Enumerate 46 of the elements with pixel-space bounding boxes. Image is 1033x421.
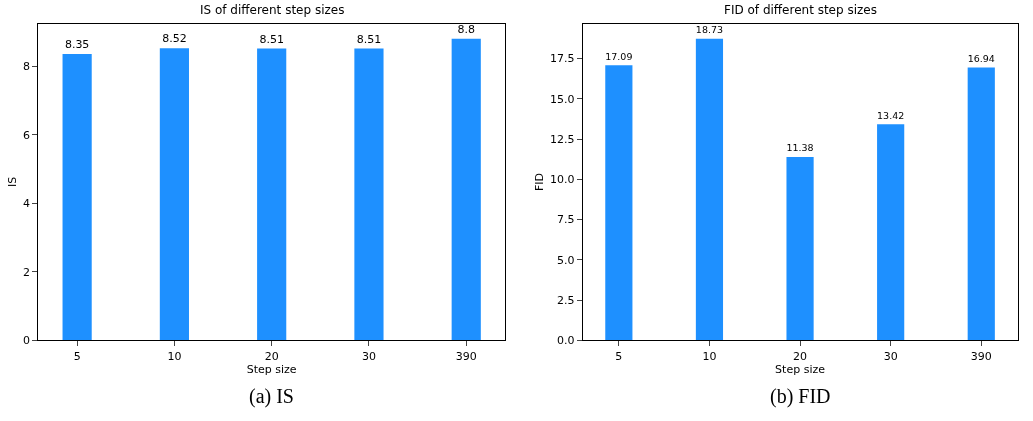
y-tick-label: 12.5 bbox=[549, 132, 575, 146]
x-tick-label: 390 bbox=[455, 349, 477, 363]
y-tick-label: 5.0 bbox=[556, 253, 575, 267]
data-label: 8.51 bbox=[356, 32, 382, 46]
data-label: 16.94 bbox=[967, 52, 995, 64]
bar bbox=[605, 65, 633, 341]
y-tick-label: 7.5 bbox=[556, 213, 575, 227]
text: (a) IS bbox=[249, 385, 294, 408]
data-label: 8.51 bbox=[259, 32, 284, 46]
y-tick-label: 0 bbox=[23, 334, 31, 348]
y-tick-label: 15.0 bbox=[549, 92, 575, 106]
x-tick-label: 10 bbox=[167, 349, 182, 363]
x-tick-label: 5 bbox=[73, 349, 81, 363]
x-axis-title: Step size bbox=[775, 362, 826, 376]
y-tick-label: 4 bbox=[23, 197, 31, 211]
x-tick-label: 20 bbox=[793, 349, 808, 363]
data-label: 8.35 bbox=[64, 38, 90, 52]
y-tick-label: 10.0 bbox=[549, 173, 575, 187]
data-label: 17.09 bbox=[605, 50, 633, 62]
data-label: 8.52 bbox=[162, 32, 187, 46]
chart-title: IS of different step sizes bbox=[200, 3, 345, 17]
y-tick-label: 17.5 bbox=[549, 52, 575, 66]
x-tick-label: 20 bbox=[264, 349, 279, 363]
y-tick-label: 2.5 bbox=[556, 293, 575, 307]
y-tick-label: 0.0 bbox=[556, 334, 575, 348]
data-label: 13.42 bbox=[877, 109, 905, 121]
x-tick-label: 30 bbox=[361, 349, 376, 363]
x-tick-label: 390 bbox=[970, 349, 992, 363]
y-tick-label: 6 bbox=[23, 128, 31, 142]
x-axis-title: Step size bbox=[246, 362, 297, 376]
y-tick-label: 2 bbox=[23, 265, 31, 279]
y-axis-title: FID bbox=[532, 172, 546, 191]
text: (b) FID bbox=[770, 385, 831, 408]
x-tick-label: 5 bbox=[615, 349, 623, 363]
y-axis-title: IS bbox=[5, 176, 19, 188]
x-tick-label: 30 bbox=[883, 349, 898, 363]
x-tick-label: 10 bbox=[702, 349, 717, 363]
data-label: 8.8 bbox=[457, 22, 475, 36]
data-label: 18.73 bbox=[695, 24, 724, 36]
bar bbox=[695, 38, 724, 341]
chart-title: FID of different step sizes bbox=[724, 3, 877, 17]
y-tick-label: 8 bbox=[23, 59, 31, 73]
bar bbox=[786, 157, 814, 341]
data-label: 11.38 bbox=[786, 142, 814, 154]
bar bbox=[967, 67, 995, 341]
bar bbox=[877, 124, 905, 341]
